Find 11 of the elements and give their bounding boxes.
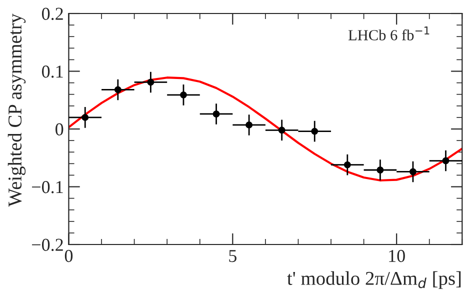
y-tick-label: −0.1 (32, 181, 63, 194)
annotation: LHCb 6 fb$^{−1}$ (348, 26, 430, 40)
y-tick-label: 0.2 (42, 8, 63, 20)
y-axis-title: Weighted CP asymmetry (8, 14, 26, 207)
y-tick-label: 0.1 (42, 66, 63, 78)
x-tick-label: 0 (64, 250, 73, 262)
y-tick-label: −0.2 (32, 238, 63, 252)
y-tick-label: 0 (56, 123, 64, 136)
x-axis-title: t' modulo 2π/Δm$_{d}$ [ps] (287, 271, 461, 289)
x-tick-label: 5 (229, 250, 236, 262)
x-tick-label: 10 (389, 250, 405, 262)
